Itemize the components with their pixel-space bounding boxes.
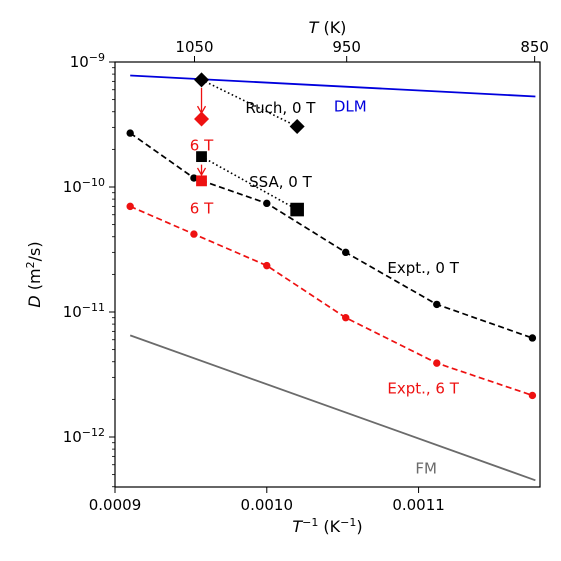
data-point-expt-6-t-3-0: [126, 202, 134, 211]
data-point-expt-6-t-3-2: [263, 261, 271, 270]
top-x-axis-title-unit: (K): [318, 18, 346, 37]
x-tick-label-0: 0.0009: [89, 496, 142, 514]
y-axis-title-main: D: [25, 295, 44, 307]
x-axis-title: T−1 (K−1): [292, 516, 362, 537]
y-axis-title-unit: (m: [25, 268, 44, 295]
data-point-expt-0-t-2-1: [190, 174, 198, 182]
y-axis-title: D (m2/s): [24, 241, 45, 307]
plot-markers: [126, 72, 537, 400]
annotation-ssa-0-t-3: SSA, 0 T: [249, 173, 312, 191]
x-axis-title-unit-sup: −1: [340, 516, 356, 529]
x-axis-title-main: T: [292, 517, 303, 536]
y-tick-label-2: 10−11: [63, 301, 105, 322]
data-point-expt-6-t-3-1: [190, 230, 198, 238]
data-point-ruch-0-t-4-1: [289, 118, 305, 134]
data-point-expt-6-t-3-5: [528, 391, 537, 400]
top-tick-label-0: 1050: [175, 38, 213, 56]
series-line-expt-0-t-2: [129, 132, 533, 339]
data-point-ruch-6-t-6-0: [194, 111, 210, 127]
series-line-ruch-0-t-4: [201, 79, 298, 128]
x-tick-label-1: 0.0010: [241, 496, 294, 514]
data-point-expt-0-t-2-5: [528, 334, 537, 342]
series-line-expt-6-t-3: [129, 205, 533, 397]
annotation-expt-0-t-5: Expt., 0 T: [387, 259, 459, 277]
annotation-expt-6-t-6: Expt., 6 T: [387, 379, 459, 397]
x-axis-title-close: ): [356, 517, 362, 536]
top-x-axis-title-main: T: [309, 18, 320, 37]
data-point-expt-0-t-2-4: [433, 300, 441, 309]
y-tick-label-0: 10−9: [70, 51, 105, 72]
top-x-axis-title: T (K): [309, 18, 347, 37]
data-point-ssa-6-t-7-0: [196, 175, 207, 187]
annotation-fm-7: FM: [415, 459, 437, 477]
y-axis-title-close: /s): [25, 241, 44, 261]
data-point-ssa-0-t-5-0: [196, 151, 207, 163]
annotation-6-t-2: 6 T: [190, 136, 214, 154]
data-point-ssa-0-t-5-1: [290, 202, 304, 217]
top-tick-label-2: 850: [520, 38, 549, 56]
x-axis-title-sup: −1: [302, 516, 318, 529]
data-point-expt-6-t-3-4: [433, 359, 441, 367]
y-axis-title-unit-sup: 2: [24, 261, 37, 268]
data-point-expt-0-t-2-0: [126, 129, 134, 137]
plot-annotations: DLM Ruch, 0 T 6 T SSA, 0 T 6 T Expt., 0 T Expt…: [190, 98, 460, 478]
data-point-expt-6-t-3-3: [342, 314, 350, 322]
data-point-expt-0-t-2-3: [342, 248, 350, 257]
series-line-ssa-0-t-5: [201, 155, 298, 211]
annotation-ruch-0-t-1: Ruch, 0 T: [245, 99, 316, 117]
axis-ticks: 0.0009 0.0010 0.0011 1050 950 850 10−9 10−10 10−…: [63, 38, 549, 514]
annotation-6-t-4: 6 T: [190, 200, 214, 218]
data-point-ruch-0-t-4-0: [194, 72, 210, 88]
top-tick-label-1: 950: [332, 38, 361, 56]
series-line-fm-1: [129, 334, 536, 482]
arrow-head-1: [196, 167, 207, 177]
data-point-expt-0-t-2-2: [263, 199, 271, 208]
annotation-dlm-0: DLM: [334, 98, 367, 116]
x-tick-label-2: 0.0011: [392, 496, 445, 514]
x-axis-title-unit: (K: [318, 517, 340, 536]
y-tick-label-1: 10−10: [63, 176, 105, 197]
y-tick-label-3: 10−12: [63, 426, 105, 447]
